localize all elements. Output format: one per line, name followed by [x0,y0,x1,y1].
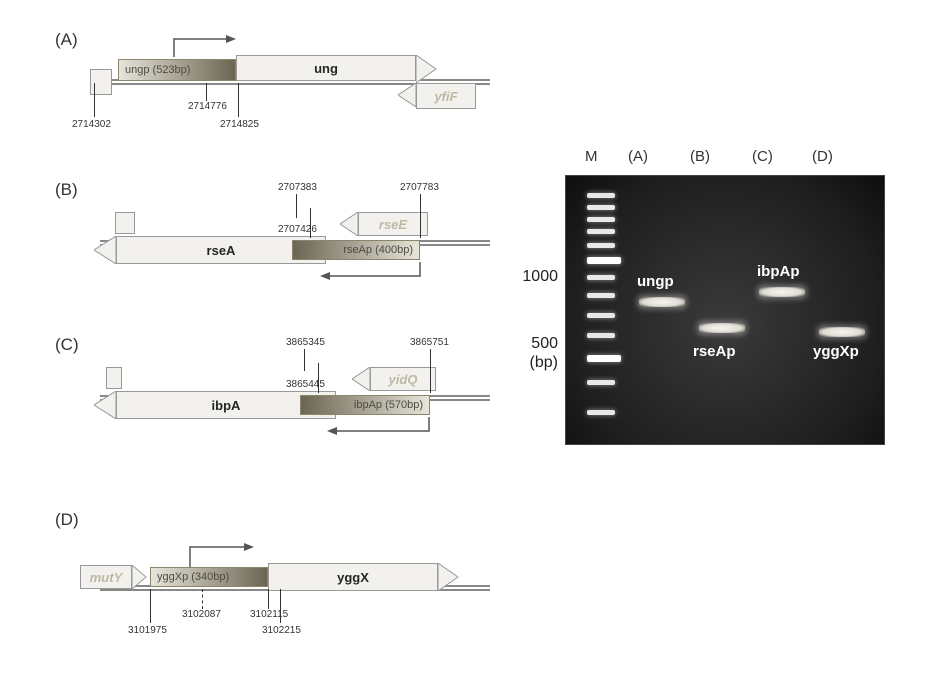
ladder-band [587,243,615,248]
panel-c-yidq-text: yidQ [389,372,418,387]
coord-d4: 3102215 [262,625,301,636]
panel-b-stub [115,212,135,234]
ladder-band [587,333,615,338]
panel-d-gene-muty: mutY [80,565,132,589]
ladder-band [587,410,615,415]
panel-c-gene-yidq: yidQ [370,367,436,391]
coord-b3: 2707783 [400,182,439,193]
panel-b-label: (B) [55,180,78,200]
ladder-band [587,205,615,210]
coord-b2: 2707426 [278,224,317,235]
ladder-band [587,380,615,385]
coord-c1: 3865345 [286,337,325,348]
gel-marker-1000: 1000 [510,268,558,286]
tick [206,83,207,101]
tick-dashed [202,589,204,609]
panel-c-arrow-yidq [352,367,370,391]
tick [280,589,281,623]
ladder-band [587,217,615,222]
gel-marker-unit: (bp) [516,354,558,372]
gel-band-c [759,287,805,297]
gel-lane-c: (C) [752,148,773,165]
panel-d-gene-yggx: yggX [268,563,438,591]
panel-b-gene-rsee: rseE [358,212,428,236]
coord-a1: 2714302 [72,119,111,130]
panel-c-label: (C) [55,335,79,355]
panel-d-promoter: yggXp (340bp) [150,567,268,587]
coord-a2: 2714776 [188,101,227,112]
ladder-band [587,313,615,318]
gel-lane-m: M [585,148,598,165]
gel-band-b [699,323,745,333]
panel-d-label: (D) [55,510,79,530]
tick [420,194,421,238]
tick [430,349,431,393]
ladder-band [587,293,615,298]
panel-b-tx-arrow [318,262,428,286]
ladder-band [587,257,621,264]
tick [268,589,269,609]
gel-band-label-c: ibpAp [757,263,800,280]
panel-a-yfif-text: yfiF [434,89,457,104]
panel-b-rsee-text: rseE [379,217,407,232]
panel-d-arrow-muty [132,565,148,589]
gel-band-d [819,327,865,337]
coord-c3: 3865751 [410,337,449,348]
panel-a-label: (A) [55,30,78,50]
panel-a-promoter: ungp (523bp) [118,59,236,81]
panel-d-tx-arrow [186,541,258,569]
panel-c-tx-arrow [325,417,437,441]
panel-c-construct: yidQ ibpA ibpAp (570bp) 3865345 3865445 … [100,355,490,445]
panel-b-arrow-rsea [94,236,116,264]
gel-band-label-b: rseAp [693,343,736,360]
panel-a-construct: ungp (523bp) ung yfiF 2714302 2714776 27… [100,35,490,125]
coord-c2: 3865445 [286,379,325,390]
panel-d-arrow-yggx [438,563,460,591]
gel-lane-b: (B) [690,148,710,165]
gel-band-label-a: ungp [637,273,674,290]
gel-bg [565,175,885,445]
panel-c-promoter: ibpAp (570bp) [300,395,430,415]
coord-d2: 3102087 [182,609,221,620]
panel-a-gene-yfif: yfiF [416,83,476,109]
coord-b1: 2707383 [278,182,317,193]
panel-c-arrow-ibpa [94,391,116,419]
tick [304,349,305,371]
tick [94,83,95,117]
coord-a3: 2714825 [220,119,259,130]
panel-c-stub [106,367,122,389]
gel-lane-a: (A) [628,148,648,165]
ladder-band [587,275,615,280]
gel-image: ungp rseAp ibpAp yggXp [565,175,885,445]
tick [150,589,151,623]
tick [238,83,239,117]
panel-a-arrow-yfif [398,83,416,107]
panel-d-construct: mutY yggXp (340bp) yggX 3101975 3102087 … [100,545,490,635]
panel-b-arrow-rsee [340,212,358,236]
panel-b-construct: rseE rseA rseAp (400bp) 2707383 2707426 … [100,200,490,290]
tick [296,194,297,218]
coord-d1: 3101975 [128,625,167,636]
panel-a-arrow-ung [416,55,438,83]
ladder-band [587,193,615,198]
panel-d-muty-text: mutY [90,570,123,585]
gel-lane-d: (D) [812,148,833,165]
ladder-band [587,355,621,362]
panel-a-gene-ung: ung [236,55,416,81]
gel-band-a [639,297,685,307]
gel-marker-500: 500 [520,335,558,353]
ladder-band [587,229,615,234]
gel-band-label-d: yggXp [813,343,859,360]
coord-d3: 3102115 [250,609,288,620]
panel-b-promoter: rseAp (400bp) [292,240,420,260]
panel-a-tx-arrow [170,33,240,61]
